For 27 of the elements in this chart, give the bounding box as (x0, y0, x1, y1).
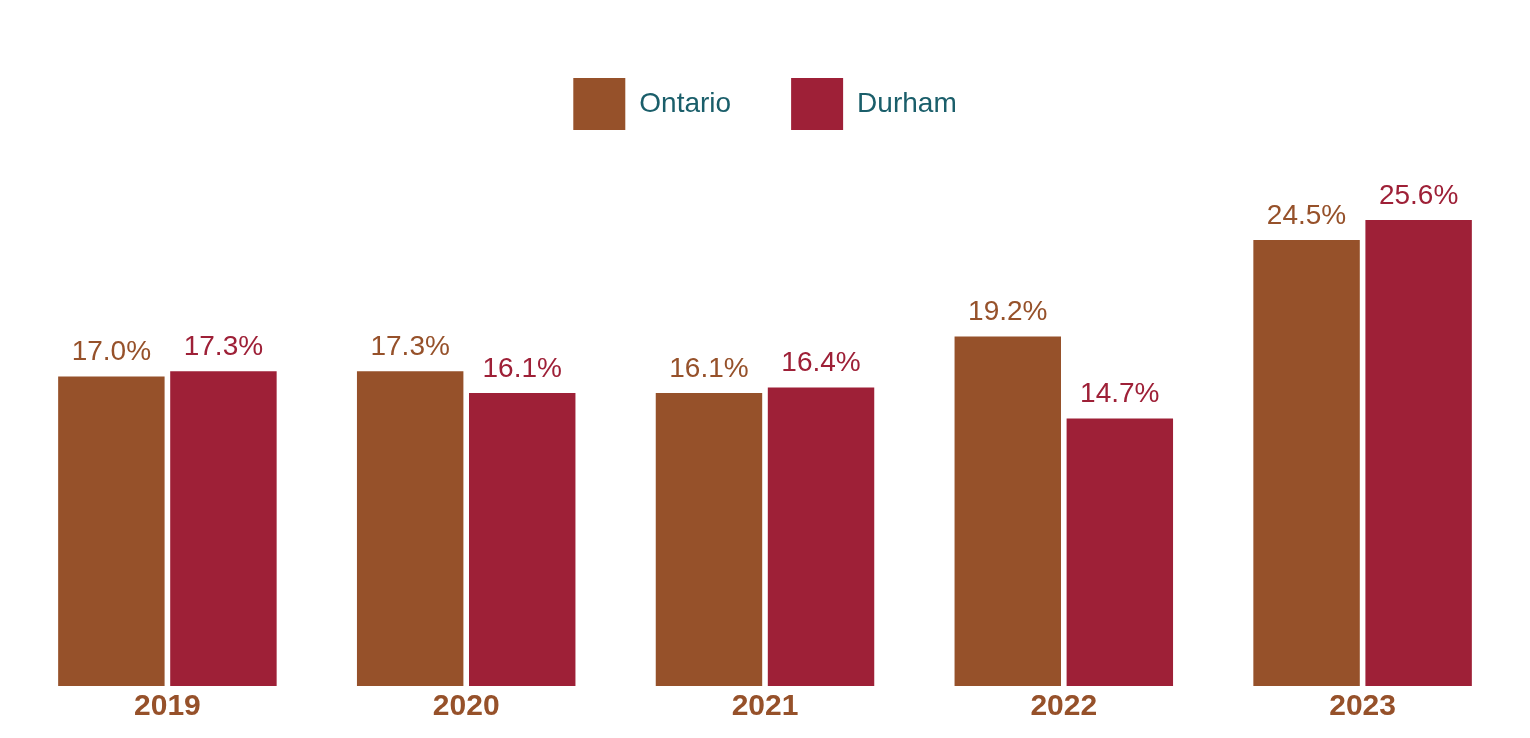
x-tick-label: 2023 (1329, 688, 1396, 722)
data-label: 25.6% (1378, 178, 1459, 210)
data-label: 16.1% (482, 351, 562, 383)
data-label: 17.0% (71, 335, 152, 367)
data-label: 19.2% (968, 295, 1048, 327)
data-label: 24.5% (1266, 198, 1347, 230)
bar (1365, 220, 1472, 686)
legend-label: Ontario (639, 86, 732, 118)
data-label: 14.7% (1080, 377, 1160, 409)
legend-label: Durham (857, 86, 957, 118)
data-label: 17.3% (183, 329, 264, 361)
bar (170, 371, 277, 686)
x-tick-label: 2021 (731, 688, 799, 722)
bar (1066, 418, 1174, 686)
x-tick-label: 2022 (1030, 688, 1098, 722)
data-label: 16.1% (669, 351, 749, 383)
bar (356, 371, 464, 686)
bar (58, 376, 165, 686)
bar (767, 387, 875, 686)
bar (655, 392, 763, 686)
bar (469, 392, 576, 686)
x-tick-label: 2020 (432, 688, 500, 722)
bar (954, 336, 1061, 686)
x-tick-label: 2019 (134, 688, 201, 722)
bar (1253, 240, 1360, 686)
data-label: 16.4% (781, 346, 861, 378)
data-label: 17.3% (370, 329, 450, 361)
